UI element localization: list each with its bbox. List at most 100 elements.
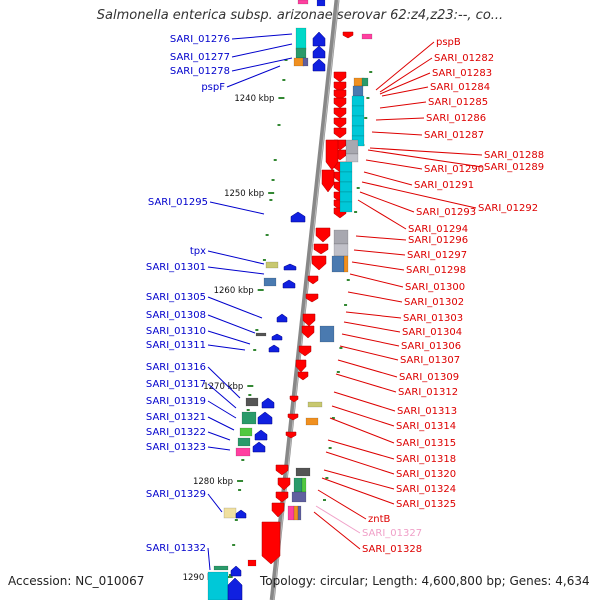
cog-block: [291, 491, 307, 503]
forward-gene-arrow: [282, 279, 296, 289]
forward-gene-label: SARI_01323: [146, 442, 206, 453]
forward-gene-arrow: [230, 565, 242, 577]
cog-block: [339, 191, 353, 203]
reverse-gene-label: zntB: [368, 514, 391, 525]
reverse-gene-arrow: [298, 345, 312, 357]
genome-summary-text: Topology: circular; Length: 4,600,800 bp…: [260, 574, 590, 588]
cog-block: [287, 505, 295, 521]
forward-gene-arrow: [312, 31, 326, 47]
reverse-leader-line: [355, 235, 407, 241]
cog-block: [339, 181, 353, 193]
reverse-gene-label: SARI_01327: [362, 528, 422, 539]
forward-gene-label: SARI_01310: [146, 326, 206, 337]
forward-gene-label: SARI_01319: [146, 396, 206, 407]
forward-leader-line: [207, 296, 263, 319]
ruler-label: 1250 kbp: [224, 189, 264, 199]
reverse-gene-label: SARI_01328: [362, 544, 422, 555]
reverse-gene-arrow: [277, 477, 291, 491]
reverse-gene-arrow: [333, 107, 347, 119]
reverse-gene-arrow: [333, 127, 347, 139]
reverse-leader-line: [381, 86, 429, 97]
reverse-leader-line: [345, 311, 402, 319]
forward-gene-arrow: [257, 411, 273, 425]
reverse-gene-label: SARI_01292: [478, 203, 538, 214]
cog-block: [247, 559, 257, 567]
forward-leader-line: [207, 547, 211, 571]
forward-gene-label: SARI_01329: [146, 489, 206, 500]
cog-block: [351, 115, 365, 127]
reverse-gene-arrow: [302, 313, 316, 327]
forward-gene-label: SARI_01278: [170, 66, 230, 77]
cog-block: [316, 0, 326, 7]
forward-leader-line: [207, 416, 235, 431]
reverse-gene-arrow: [333, 97, 347, 109]
cog-block: [295, 467, 311, 477]
reverse-gene-label: SARI_01314: [396, 421, 456, 432]
reverse-gene-arrow: [315, 227, 331, 243]
forward-gene-arrow: [254, 429, 268, 441]
cog-block: [301, 477, 307, 493]
ruler-label: 1270 kbp: [203, 382, 243, 392]
reverse-gene-label: SARI_01286: [426, 113, 486, 124]
forward-gene-label: SARI_01317: [146, 379, 206, 390]
reverse-gene-label: SARI_01290: [424, 164, 484, 175]
forward-leader-line: [207, 250, 265, 265]
cog-block: [295, 27, 307, 51]
reverse-gene-label: SARI_01315: [396, 438, 456, 449]
forward-gene-arrow: [271, 333, 283, 341]
reverse-leader-line: [353, 249, 406, 256]
reverse-leader-line: [333, 391, 396, 412]
reverse-gene-label: SARI_01313: [397, 406, 457, 417]
reverse-gene-label: SARI_01303: [403, 313, 463, 324]
cog-block: [237, 437, 251, 447]
reverse-gene-arrow: [307, 275, 319, 285]
cog-block: [297, 0, 309, 5]
forward-gene-label: SARI_01316: [146, 362, 206, 373]
reverse-gene-label: SARI_01293: [416, 207, 476, 218]
reverse-gene-label: SARI_01287: [424, 130, 484, 141]
forward-leader-line: [207, 446, 231, 451]
forward-gene-label: tpx: [190, 246, 206, 257]
reverse-gene-label: SARI_01304: [402, 327, 462, 338]
cog-block: [333, 243, 349, 257]
cog-block: [235, 447, 251, 457]
reverse-leader-line: [379, 57, 433, 93]
forward-gene-label: SARI_01277: [170, 52, 230, 63]
reverse-leader-line: [323, 469, 395, 490]
reverse-gene-label: SARI_01289: [484, 162, 544, 173]
forward-gene-arrow: [227, 577, 243, 600]
forward-gene-label: SARI_01305: [146, 292, 206, 303]
forward-leader-line: [207, 383, 237, 409]
reverse-gene-arrow: [261, 521, 281, 565]
cog-block: [339, 161, 353, 173]
reverse-gene-arrow: [311, 255, 327, 271]
reverse-gene-label: SARI_01325: [396, 499, 456, 510]
forward-gene-arrow: [312, 45, 326, 59]
reverse-gene-arrow: [285, 431, 297, 439]
reverse-leader-line: [363, 171, 413, 186]
reverse-gene-label: SARI_01294: [408, 224, 468, 235]
forward-leader-line: [231, 33, 293, 40]
reverse-leader-line: [375, 41, 435, 91]
cog-block: [293, 505, 299, 521]
cog-block: [319, 325, 335, 343]
cog-block: [265, 261, 279, 269]
cog-block: [263, 277, 277, 287]
cog-block: [361, 33, 373, 40]
cog-block: [351, 125, 365, 137]
cog-block: [255, 332, 267, 337]
reverse-gene-label: SARI_01296: [408, 235, 468, 246]
forward-gene-arrow: [283, 263, 297, 271]
forward-gene-arrow: [290, 211, 306, 223]
forward-leader-line: [207, 400, 237, 419]
forward-leader-line: [231, 43, 293, 58]
reverse-leader-line: [367, 149, 483, 168]
cog-block: [339, 171, 353, 183]
reverse-gene-arrow: [297, 371, 309, 381]
reverse-leader-line: [339, 345, 399, 361]
ruler-label: 1290 kbp: [183, 573, 223, 583]
reverse-leader-line: [379, 101, 427, 109]
forward-gene-label: pspF: [201, 82, 225, 93]
